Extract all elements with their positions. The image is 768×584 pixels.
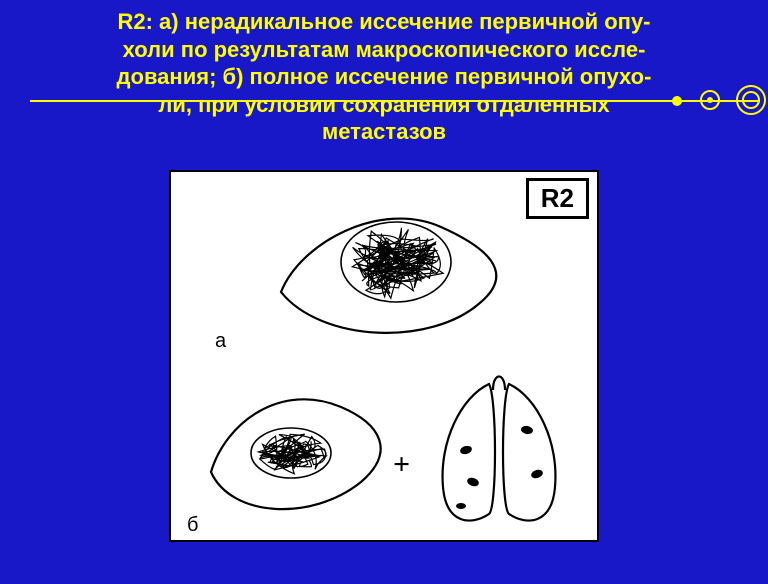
- slide-title: R2: а) нерадикальное иссечение первичной…: [24, 8, 744, 146]
- shape-b-left: [211, 399, 381, 509]
- figure-container: R2 а б +: [169, 170, 599, 542]
- title-line-3: дования; б) полное иссечение первичной о…: [117, 64, 652, 89]
- title-line-2: холи по результатам макроскопического ис…: [123, 37, 646, 62]
- decoration-line: [30, 100, 760, 102]
- decoration-ring-large: [736, 85, 766, 115]
- decoration-dot: [672, 96, 682, 106]
- shape-a: [281, 218, 496, 332]
- lungs-shape: [443, 376, 556, 520]
- decoration-ring-small: [700, 90, 720, 110]
- title-line-5: метастазов: [322, 119, 446, 144]
- title-line-4: ли, при условии сохранения отдаленных: [158, 92, 609, 117]
- title-line-1: R2: а) нерадикальное иссечение первичной…: [117, 9, 650, 34]
- figure-svg: [171, 172, 601, 544]
